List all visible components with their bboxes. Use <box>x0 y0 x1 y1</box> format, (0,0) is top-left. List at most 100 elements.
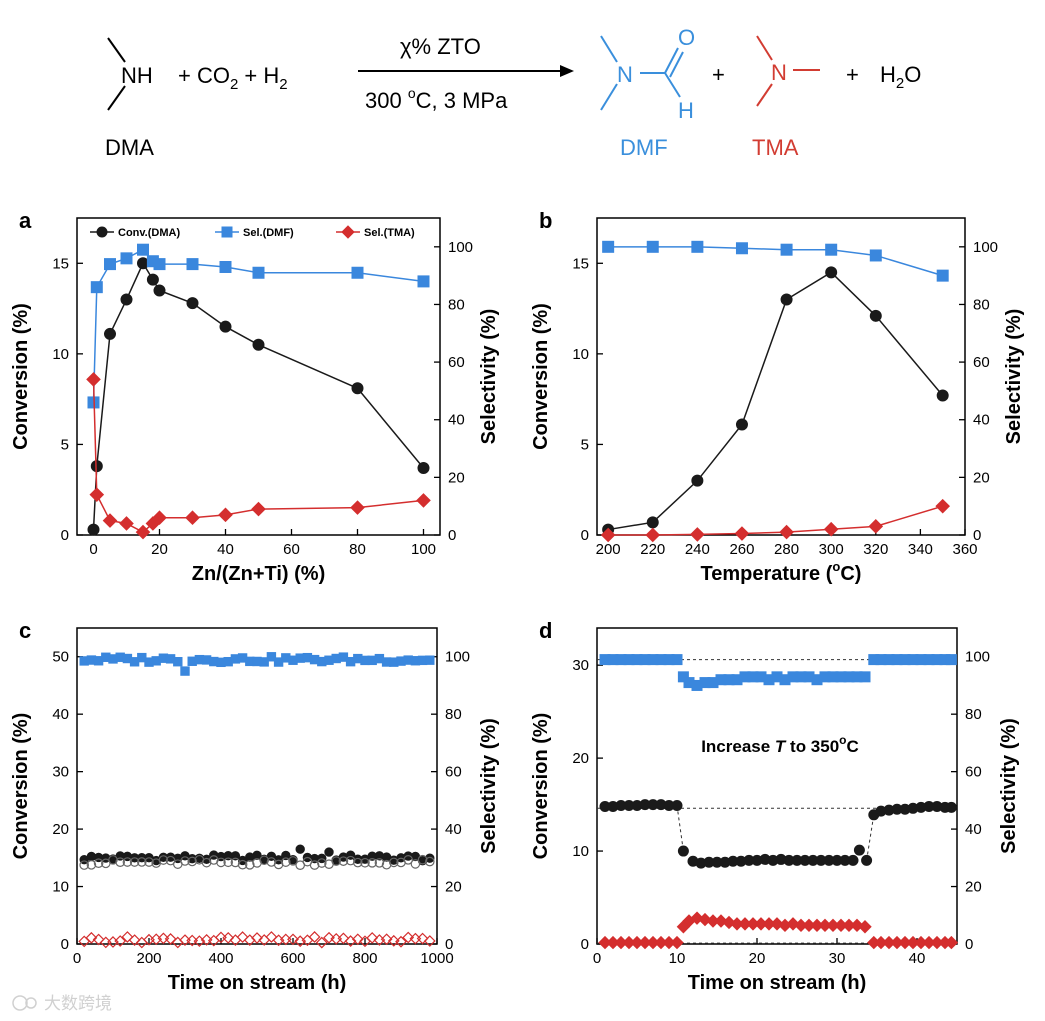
data-point <box>251 932 263 944</box>
y2-tick-label: 60 <box>448 354 465 371</box>
data-point <box>201 854 212 865</box>
y2-tick-label: 80 <box>965 706 982 723</box>
y2-tick-label: 100 <box>445 649 470 666</box>
x-tick-label: 0 <box>73 950 81 967</box>
series-line <box>92 261 425 530</box>
data-point <box>316 858 327 868</box>
data-point <box>90 281 103 294</box>
x-tick-label: 30 <box>829 950 846 967</box>
x-tick-label: 10 <box>669 950 686 967</box>
data-point <box>847 854 859 866</box>
x-tick-label: 60 <box>283 541 300 558</box>
data-point <box>417 275 430 288</box>
data-point <box>735 418 748 431</box>
y2-tick-label: 60 <box>973 354 990 371</box>
data-point <box>252 850 262 861</box>
data-point <box>416 932 429 945</box>
y2-axis-title: Selectivity (%) <box>478 718 500 854</box>
y-tick-label: 10 <box>52 879 69 896</box>
data-point <box>153 284 166 297</box>
data-point <box>200 933 213 946</box>
data-point <box>324 847 334 857</box>
data-point <box>129 857 140 867</box>
data-point <box>252 338 265 351</box>
y2-axis-title: Selectivity (%) <box>998 718 1020 854</box>
data-point <box>671 654 683 666</box>
data-point <box>387 934 400 947</box>
data-point <box>779 524 794 540</box>
x-axis-title: Time on stream (h) <box>168 972 347 994</box>
data-point <box>153 258 166 271</box>
data-point <box>780 293 793 306</box>
panel-label: c <box>19 618 31 643</box>
data-point <box>120 252 133 265</box>
data-point <box>351 266 364 279</box>
y-axis-title: Conversion (%) <box>530 713 552 860</box>
y-tick-label: 0 <box>581 527 589 544</box>
x-tick-label: 280 <box>774 541 799 558</box>
x-axis-title-part: Temperature ( <box>701 563 833 585</box>
x-axis-title-sup: o <box>832 559 840 574</box>
data-point <box>173 657 183 667</box>
data-point <box>245 860 255 870</box>
data-point <box>108 855 118 865</box>
data-point <box>144 857 154 867</box>
reaction-arrow-head <box>560 65 574 77</box>
data-point <box>395 935 407 948</box>
panel-d-chart: 0 10 20 30 40 0 10 20 30 0 20 40 60 80 100 Time on stre… <box>530 618 1020 994</box>
reaction-catalyst: χ% ZTO <box>400 34 481 59</box>
y-tick-label: 0 <box>61 936 69 953</box>
data-point <box>295 844 305 854</box>
y2-tick-label: 40 <box>973 412 990 429</box>
y2-tick-label: 0 <box>445 936 453 953</box>
data-point <box>280 857 291 867</box>
x-tick-label: 0 <box>89 541 97 558</box>
data-point <box>410 859 421 869</box>
plot-frame <box>596 627 958 945</box>
data-point <box>216 857 226 868</box>
x-tick-label: 360 <box>952 541 977 558</box>
dmf-structure <box>600 35 684 111</box>
x-tick-label: 340 <box>908 541 933 558</box>
y-tick-label: 0 <box>581 936 589 953</box>
data-point <box>115 857 125 867</box>
data-point <box>180 856 190 866</box>
x-axis-title: Time on stream (h) <box>688 972 867 994</box>
data-point <box>164 933 177 945</box>
data-point <box>218 507 233 523</box>
data-point <box>869 309 882 322</box>
data-point <box>381 859 392 870</box>
y2-tick-label: 0 <box>448 527 456 544</box>
data-point <box>600 527 616 543</box>
data-point <box>417 854 428 865</box>
x-tick-label: 20 <box>749 950 766 967</box>
annotation-variable: T <box>775 737 787 756</box>
annotation-sup: o <box>839 733 846 747</box>
data-point <box>179 934 191 947</box>
panel-label: a <box>19 208 32 233</box>
x-tick-label: 220 <box>640 541 665 558</box>
y-axis-title: Conversion (%) <box>10 303 32 450</box>
data-point <box>423 935 436 947</box>
data-point <box>351 382 364 395</box>
y2-axis-title: Selectivity (%) <box>1003 309 1025 445</box>
y-tick-label: 15 <box>572 255 589 272</box>
dma-label: DMA <box>105 135 154 160</box>
y2-tick-label: 20 <box>973 469 990 486</box>
x-tick-label: 80 <box>349 541 366 558</box>
data-point <box>308 931 321 943</box>
data-point <box>374 858 385 868</box>
data-point <box>823 521 839 537</box>
watermark-logo-icon-2 <box>25 997 37 1009</box>
y2-tick-label: 100 <box>448 239 473 256</box>
data-point <box>287 933 299 946</box>
data-point <box>230 851 241 861</box>
data-point <box>152 510 167 526</box>
data-point <box>344 935 357 947</box>
watermark-text: 大数跨境 <box>44 994 112 1014</box>
dma-bond-upper <box>107 37 126 63</box>
data-point <box>646 516 659 529</box>
dma-bond-lower <box>107 85 126 111</box>
reaction-scheme: NH DMA + CO2 + H2 χ% ZTO 300 oC, 3 MPa N… <box>105 25 921 160</box>
y2-tick-label: 40 <box>448 412 465 429</box>
